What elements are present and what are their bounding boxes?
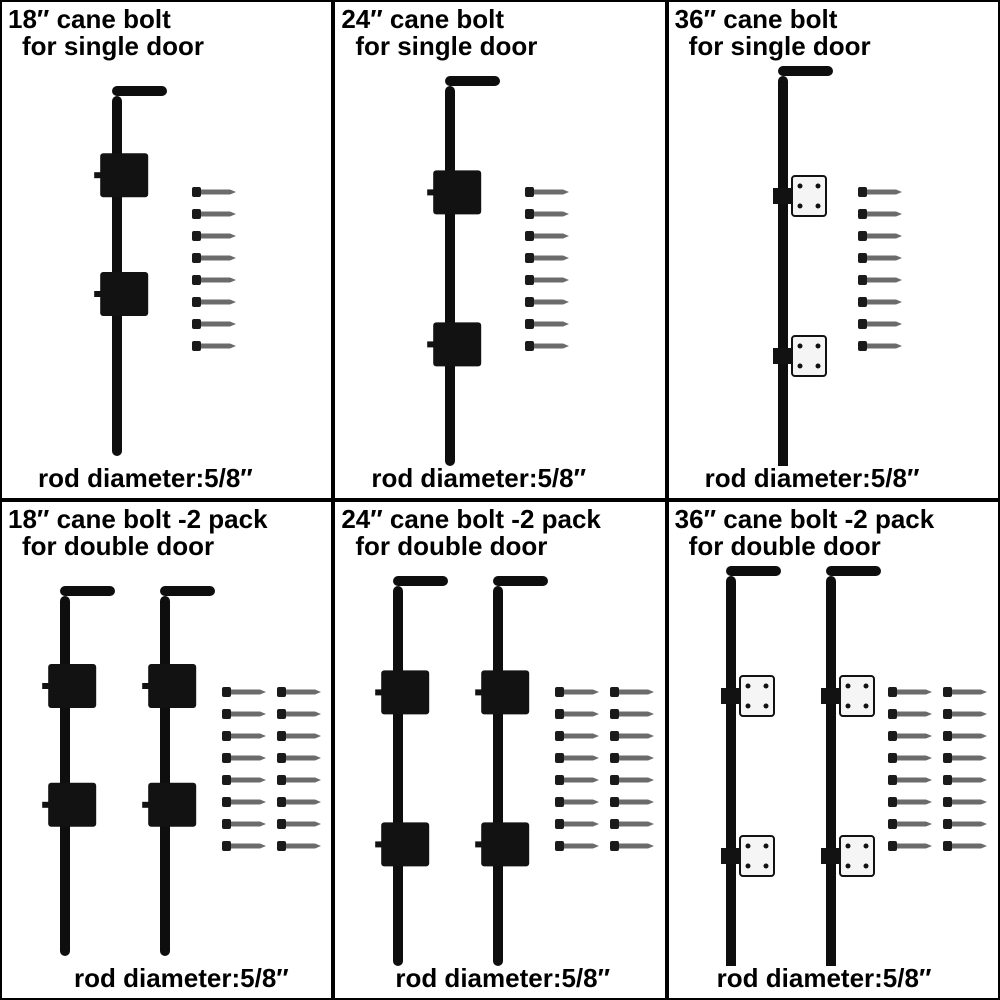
rod-diameter-label: rod diameter:5/8″ bbox=[717, 963, 932, 994]
title-line1: 36″ cane bolt bbox=[675, 6, 996, 33]
rod-diameter-label: rod diameter:5/8″ bbox=[395, 963, 610, 994]
cell-illustration bbox=[669, 74, 998, 458]
cell-title: 18″ cane boltfor single door bbox=[8, 6, 329, 61]
rod-diameter-label: rod diameter:5/8″ bbox=[371, 463, 586, 494]
title-line2: for double door bbox=[675, 533, 996, 560]
title-line1: 36″ cane bolt -2 pack bbox=[675, 506, 996, 533]
cell-title: 36″ cane bolt -2 packfor double door bbox=[675, 506, 996, 561]
cell-illustration bbox=[2, 574, 331, 958]
title-line1: 18″ cane bolt bbox=[8, 6, 329, 33]
cell-illustration bbox=[335, 74, 664, 458]
product-cell-c24d: 24″ cane bolt -2 packfor double door rod … bbox=[333, 500, 666, 1000]
title-line1: 24″ cane bolt bbox=[341, 6, 662, 33]
product-cell-c24s: 24″ cane boltfor single door rod diameter… bbox=[333, 0, 666, 500]
product-cell-c18s: 18″ cane boltfor single door rod diameter… bbox=[0, 0, 333, 500]
rod-diameter-label: rod diameter:5/8″ bbox=[74, 963, 289, 994]
product-grid: 18″ cane boltfor single doorrod diameter… bbox=[0, 0, 1000, 1000]
cell-title: 24″ cane boltfor single door bbox=[341, 6, 662, 61]
product-cell-c36d: 36″ cane bolt -2 packfor double door rod … bbox=[667, 500, 1000, 1000]
rod-diameter-label: rod diameter:5/8″ bbox=[705, 463, 920, 494]
title-line1: 18″ cane bolt -2 pack bbox=[8, 506, 329, 533]
cell-title: 18″ cane bolt -2 packfor double door bbox=[8, 506, 329, 561]
title-line2: for double door bbox=[341, 533, 662, 560]
cell-illustration bbox=[669, 574, 998, 958]
title-line2: for double door bbox=[8, 533, 329, 560]
title-line2: for single door bbox=[675, 33, 996, 60]
cell-illustration bbox=[335, 574, 664, 958]
cell-title: 36″ cane boltfor single door bbox=[675, 6, 996, 61]
product-cell-c18d: 18″ cane bolt -2 packfor double door rod … bbox=[0, 500, 333, 1000]
rod-diameter-label: rod diameter:5/8″ bbox=[38, 463, 253, 494]
title-line1: 24″ cane bolt -2 pack bbox=[341, 506, 662, 533]
cell-illustration bbox=[2, 74, 331, 458]
title-line2: for single door bbox=[341, 33, 662, 60]
title-line2: for single door bbox=[8, 33, 329, 60]
cell-title: 24″ cane bolt -2 packfor double door bbox=[341, 506, 662, 561]
product-cell-c36s: 36″ cane boltfor single door rod diameter… bbox=[667, 0, 1000, 500]
